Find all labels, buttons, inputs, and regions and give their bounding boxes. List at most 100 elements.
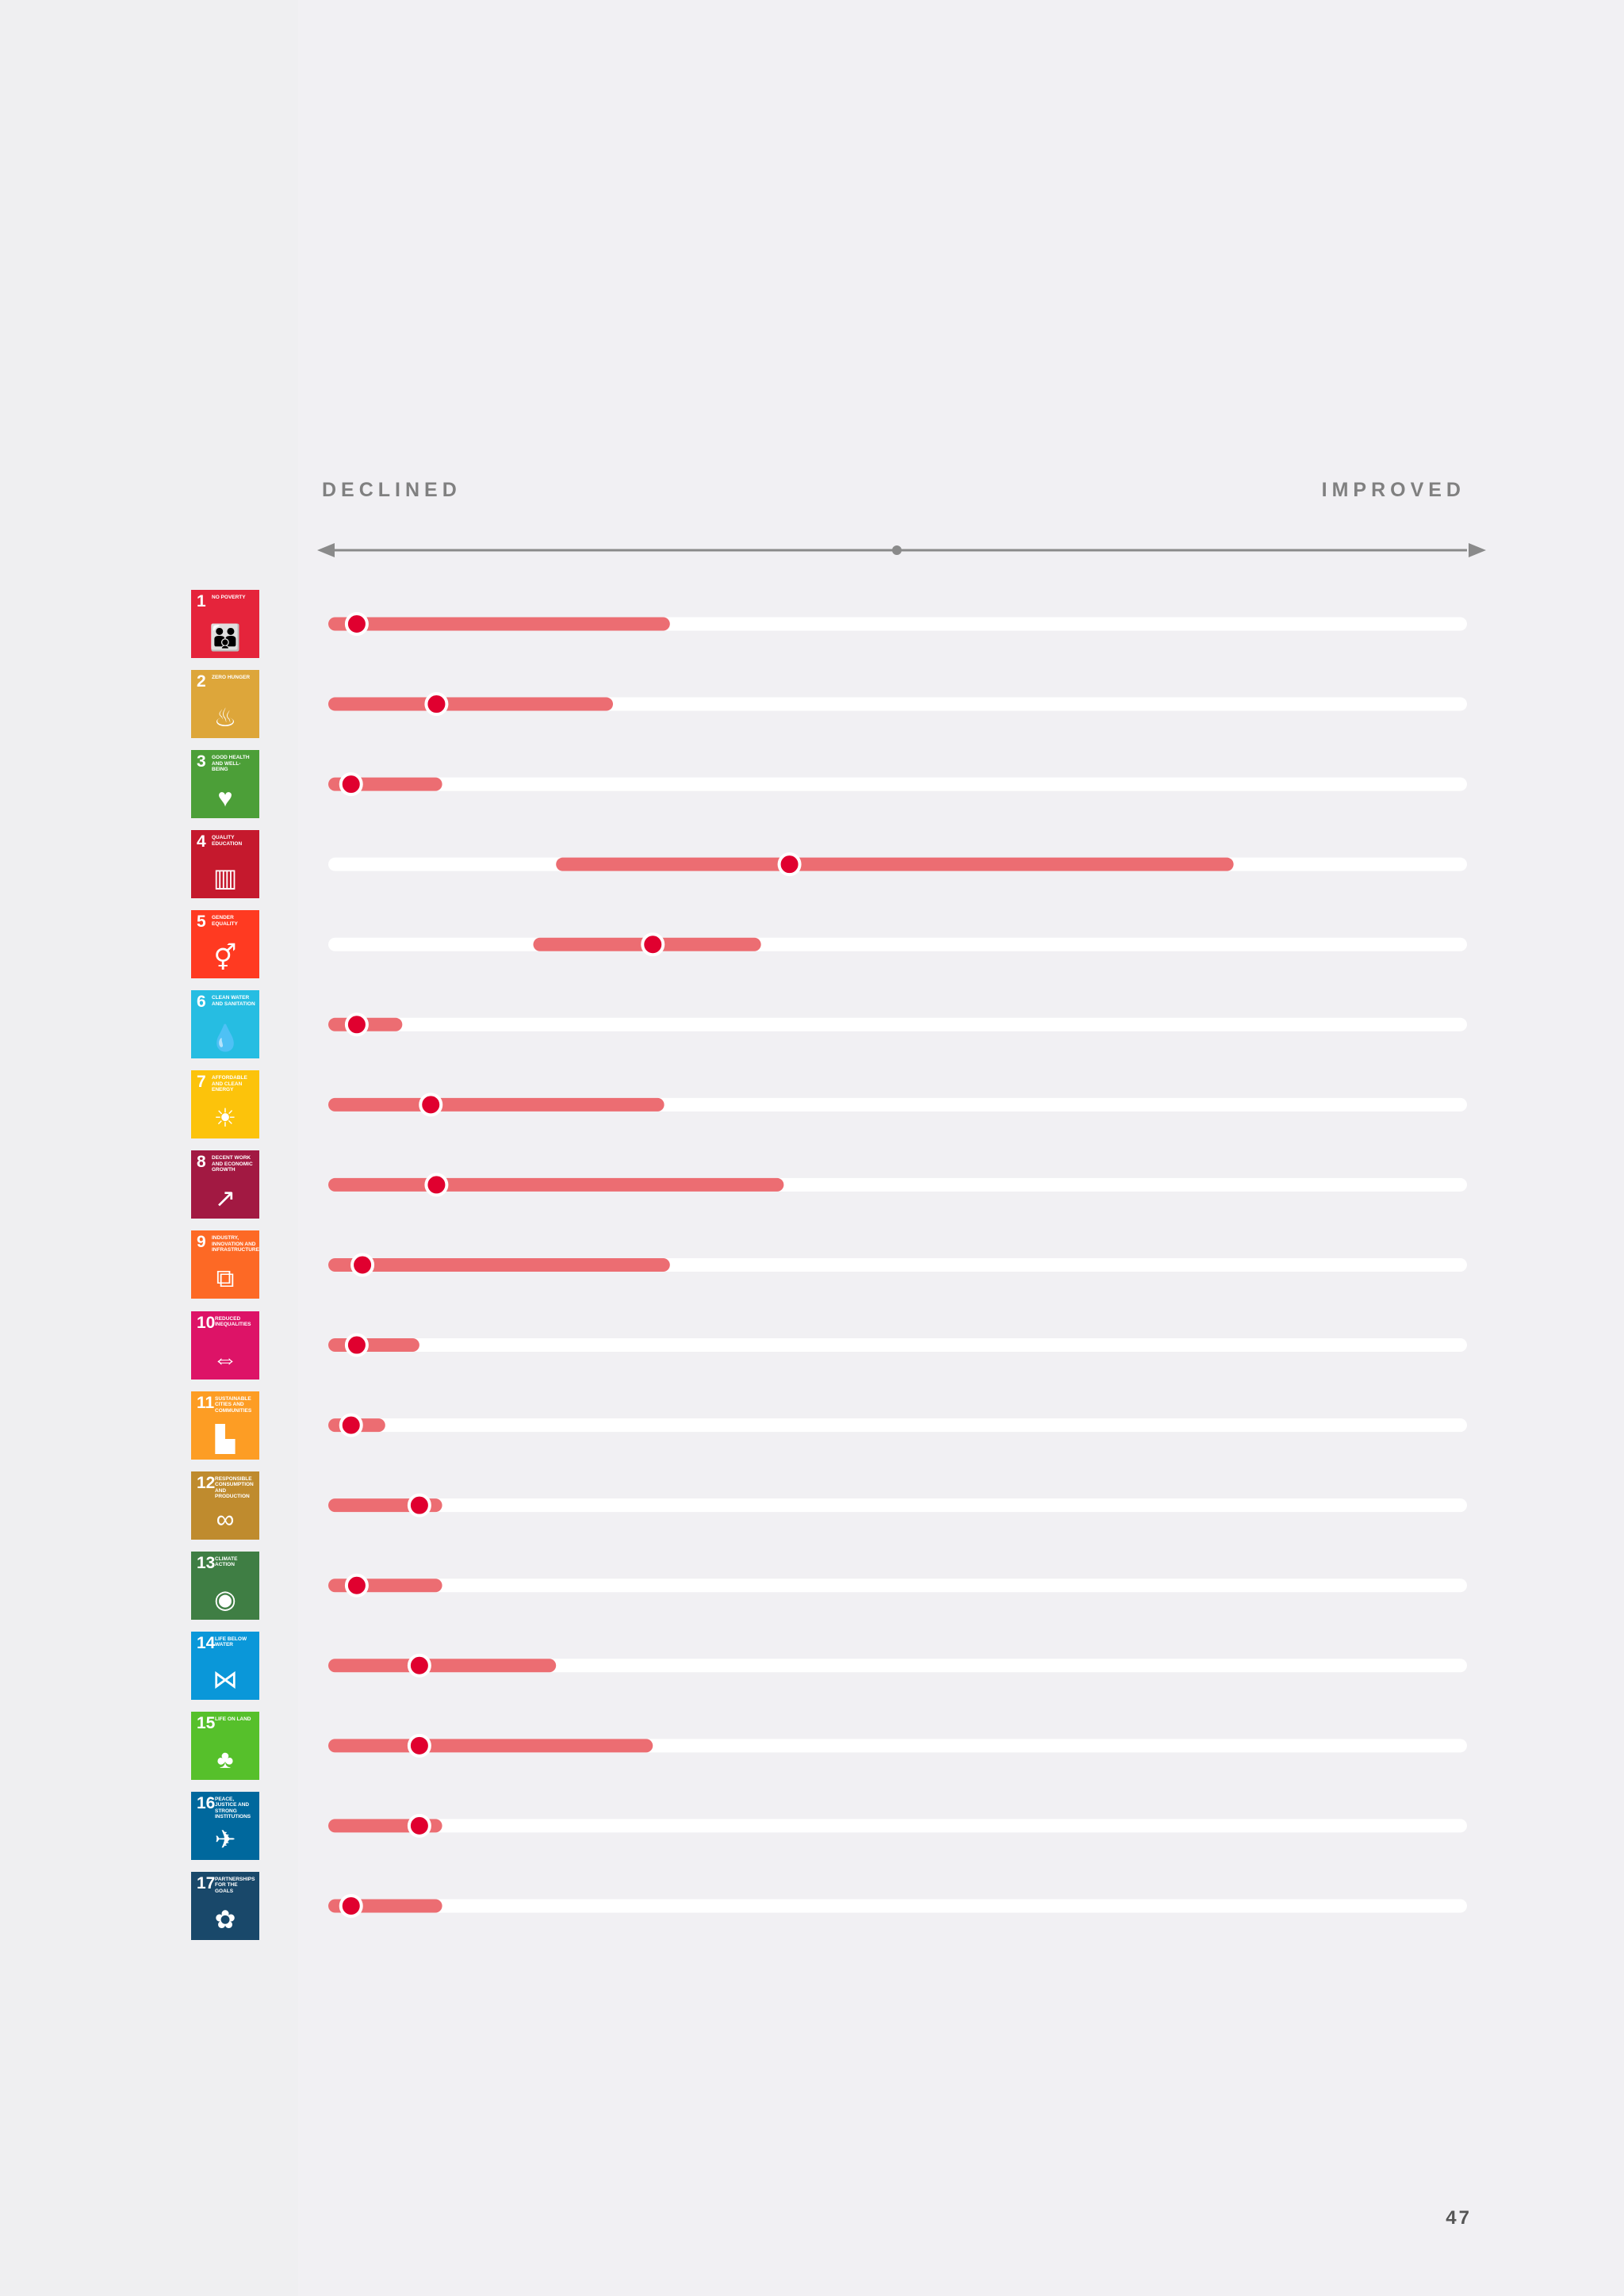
marker-point xyxy=(424,692,449,717)
track-bar xyxy=(328,1659,1467,1673)
sdg-tile-7: 7 AFFORDABLE AND CLEAN ENERGY ☀ xyxy=(191,1070,259,1139)
goal-row-8 xyxy=(328,1173,1467,1197)
goal-row-1 xyxy=(328,612,1467,636)
eye-globe-icon: ◉ xyxy=(214,1584,236,1613)
track-bar xyxy=(328,1578,1467,1593)
sdg-tile-15: 15 LIFE ON LAND ♣ xyxy=(191,1711,259,1780)
marker-point xyxy=(777,852,802,877)
tree-icon: ♣ xyxy=(216,1744,234,1774)
track-bar xyxy=(328,937,1467,951)
sdg-tile-title: LIFE BELOW WATER xyxy=(215,1636,247,1648)
sdg-tile-10: 10 REDUCED INEQUALITIES ⇔ xyxy=(191,1311,259,1380)
marker-point xyxy=(344,1333,369,1357)
sdg-tile-number: 14 xyxy=(197,1633,216,1652)
goal-row-17 xyxy=(328,1893,1467,1918)
range-bar xyxy=(328,1097,665,1112)
goal-row-12 xyxy=(328,1493,1467,1517)
sdg-tile-number: 5 xyxy=(197,913,206,932)
marker-point xyxy=(407,1813,431,1838)
goal-row-11 xyxy=(328,1413,1467,1437)
bowl-icon: ♨ xyxy=(213,703,237,733)
sdg-tile-number: 13 xyxy=(197,1553,216,1572)
range-bar xyxy=(328,1257,670,1272)
goal-row-6 xyxy=(328,1012,1467,1037)
infinity-icon: ∞ xyxy=(216,1504,235,1533)
goal-row-10 xyxy=(328,1333,1467,1357)
sdg-tile-number: 2 xyxy=(197,672,206,691)
range-bar xyxy=(328,1338,419,1353)
track-bar xyxy=(328,1338,1467,1353)
sdg-tile-4: 4 QUALITY EDUCATION ▥ xyxy=(191,830,259,899)
sdg-tile-number: 3 xyxy=(197,752,206,771)
sdg-tile-6: 6 CLEAN WATER AND SANITATION 💧 xyxy=(191,990,259,1059)
sdg-tile-title: QUALITY EDUCATION xyxy=(212,835,243,847)
sdg-tile-title: GENDER EQUALITY xyxy=(212,915,238,927)
sdg-tile-title: INDUSTRY, INNOVATION AND INFRASTRUCTURE xyxy=(212,1235,259,1253)
declined-label: DECLINED xyxy=(322,479,462,501)
axis-midpoint-dot xyxy=(892,545,902,555)
heartbeat-icon: ♥ xyxy=(217,783,233,813)
range-bar xyxy=(328,697,613,711)
range-bar xyxy=(328,617,670,631)
left-arrowhead xyxy=(317,543,335,557)
goal-row-13 xyxy=(328,1573,1467,1598)
sdg-tile-number: 9 xyxy=(197,1233,206,1252)
sdg-tile-number: 6 xyxy=(197,993,206,1012)
marker-point xyxy=(339,1413,363,1437)
track-bar xyxy=(328,1017,1467,1031)
marker-point xyxy=(350,1253,375,1277)
sdg-tile-title: LIFE ON LAND xyxy=(215,1716,251,1722)
water-glass-icon: 💧 xyxy=(209,1024,241,1053)
marker-point xyxy=(641,932,665,957)
city-icon: ▙ xyxy=(215,1424,236,1453)
track-bar xyxy=(328,1498,1467,1513)
marker-point xyxy=(424,1173,449,1197)
dove-icon: ✈ xyxy=(214,1824,236,1854)
sdg-tile-title: REDUCED INEQUALITIES xyxy=(215,1315,251,1327)
range-bar xyxy=(556,857,1234,871)
sdg-tile-number: 4 xyxy=(197,832,206,851)
track-bar xyxy=(328,697,1467,711)
direction-axis xyxy=(317,543,1486,557)
sdg-tile-number: 12 xyxy=(197,1473,216,1492)
sdg-tile-3: 3 GOOD HEALTH AND WELL-BEING ♥ xyxy=(191,750,259,819)
sdg-tile-title: AFFORDABLE AND CLEAN ENERGY xyxy=(212,1075,247,1093)
sdg-tile-number: 16 xyxy=(197,1793,216,1812)
range-bar xyxy=(328,1177,784,1192)
goal-row-14 xyxy=(328,1653,1467,1678)
sdg-tile-9: 9 INDUSTRY, INNOVATION AND INFRASTRUCTURE… xyxy=(191,1230,259,1299)
marker-point xyxy=(407,1733,431,1758)
goal-row-7 xyxy=(328,1093,1467,1117)
improved-label: IMPROVED xyxy=(1321,479,1465,501)
sdg-tile-title: ZERO HUNGER xyxy=(212,675,251,681)
track-bar xyxy=(328,1819,1467,1833)
marker-point xyxy=(344,612,369,636)
sdg-tile-title: RESPONSIBLE CONSUMPTION AND PRODUCTION xyxy=(215,1475,254,1500)
family-icon: 👪 xyxy=(209,623,241,652)
goal-row-5 xyxy=(328,932,1467,957)
sdg-tile-title: NO POVERTY xyxy=(212,595,246,600)
sdg-tile-8: 8 DECENT WORK AND ECONOMIC GROWTH ↗ xyxy=(191,1150,259,1219)
goal-row-9 xyxy=(328,1253,1467,1277)
sdg-tile-number: 10 xyxy=(197,1313,216,1332)
marker-point xyxy=(339,772,363,797)
sdg-tile-number: 8 xyxy=(197,1153,206,1172)
sdg-tile-14: 14 LIFE BELOW WATER ⋈ xyxy=(191,1631,259,1700)
goal-row-4 xyxy=(328,852,1467,877)
sdg-tile-1: 1 NO POVERTY 👪 xyxy=(191,590,259,658)
marker-point xyxy=(344,1012,369,1037)
marker-point xyxy=(407,1493,431,1517)
flower-rings-icon: ✿ xyxy=(214,1904,236,1934)
sdg-tile-title: CLIMATE ACTION xyxy=(215,1556,238,1568)
goal-row-15 xyxy=(328,1733,1467,1758)
sdg-tile-title: PARTNERSHIPS FOR THE GOALS xyxy=(215,1876,255,1894)
sun-icon: ☀ xyxy=(213,1104,237,1133)
track-bar xyxy=(328,1899,1467,1913)
sdg-tile-title: GOOD HEALTH AND WELL-BEING xyxy=(212,755,250,773)
sdg-tile-title: PEACE, JUSTICE AND STRONG INSTITUTIONS xyxy=(215,1796,251,1820)
sdg-tile-title: CLEAN WATER AND SANITATION xyxy=(212,995,255,1007)
sdg-tile-number: 17 xyxy=(197,1873,216,1892)
sdg-tile-number: 15 xyxy=(197,1713,216,1732)
track-bar xyxy=(328,1418,1467,1433)
